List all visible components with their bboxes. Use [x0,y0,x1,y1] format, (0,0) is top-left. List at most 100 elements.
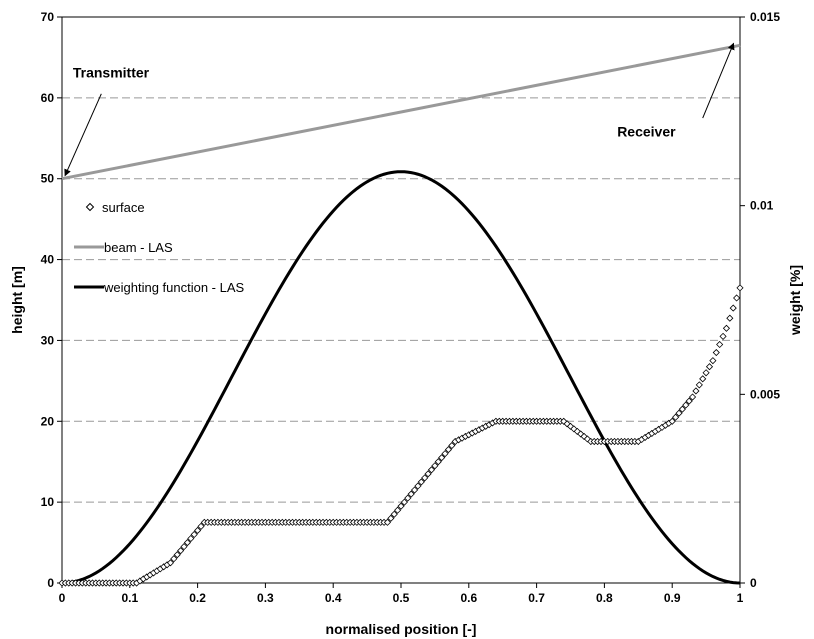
x-tick-label-0.7: 0.7 [528,591,545,605]
y-right-tick-label-0.01: 0.01 [750,199,774,213]
receiver-label: Receiver [617,124,676,140]
surface-point [699,375,707,383]
surface-point [187,534,195,543]
legend-label-beam: beam - LAS [104,240,173,255]
surface-point [448,441,456,450]
surface-point [719,332,727,340]
x-tick-label-0.5: 0.5 [393,591,410,605]
surface-point [560,417,568,425]
surface-point [716,340,724,349]
surface-point [726,314,734,322]
y-left-tick-label-20: 20 [41,414,55,428]
gridlines [62,97,740,503]
y-axis-left-title: height [m] [9,266,25,334]
surface-point [695,381,703,389]
surface-point [414,482,422,490]
surface-point [712,348,720,357]
surface-point [180,543,188,551]
surface-point [672,413,680,421]
legend-item-beam: beam - LAS [74,240,173,255]
y-left-tick-label-0: 0 [47,576,54,590]
beam-line [61,43,741,181]
x-tick-label-0.9: 0.9 [664,591,681,605]
y-right-tick-label-0.005: 0.005 [750,387,780,401]
x-tick-label-0.8: 0.8 [596,591,613,605]
surface-point [177,547,185,555]
surface-point [400,498,408,506]
surface-point [173,551,181,559]
surface-point [692,387,700,395]
surface-point [709,357,717,365]
legend-label-weighting: weighting function - LAS [103,280,245,295]
surface-point [431,462,439,470]
surface-point [563,420,571,428]
axis-ticks: 0 10 20 30 40 50 60 70 0 0.005 0.01 0.015 0 0.1 0.2 0.3… [41,10,781,605]
surface-point [573,427,581,435]
y-axis-right-title: weight [%] [787,265,803,336]
y-left-tick-label-30: 30 [41,333,55,347]
surface-point [668,417,676,425]
x-tick-label-0.2: 0.2 [189,591,206,605]
legend-item-surface: surface [85,200,145,215]
y-left-tick-label-60: 60 [41,91,55,105]
surface-point [441,450,449,458]
receiver-arrow [702,42,735,119]
surface-point [688,393,697,401]
x-tick-label-0.4: 0.4 [325,591,342,605]
surface-point [170,555,178,563]
surface-point [438,454,446,462]
x-tick-label-1: 1 [737,591,744,605]
series-weighting-function-las [61,170,741,585]
surface-point [166,559,175,567]
surface-point [577,430,585,438]
y-right-tick-label-0: 0 [750,576,757,590]
surface-point [705,363,714,371]
surface-point [678,405,686,413]
legend: surface beam - LAS weighting function - … [74,200,245,295]
x-tick-label-0.1: 0.1 [121,591,138,605]
y-right-tick-label-0.015: 0.015 [750,10,780,24]
surface-point [194,526,202,535]
surface-point [407,490,415,498]
x-axis-title: normalised position [-] [326,621,477,637]
series-beam-las [61,43,741,181]
y-left-tick-label-50: 50 [41,172,55,186]
surface-point [424,470,432,478]
legend-item-weighting: weighting function - LAS [74,280,245,295]
legend-marker-surface [85,202,95,212]
surface-point [397,502,405,510]
surface-point [682,401,690,409]
surface-point [390,510,398,518]
y-left-tick-label-70: 70 [41,10,55,24]
surface-point [685,397,693,405]
x-tick-label-0.6: 0.6 [460,591,477,605]
x-tick-label-0: 0 [59,591,66,605]
series-surface [58,284,744,587]
surface-point [410,486,419,494]
surface-point [427,466,436,474]
y-left-tick-label-40: 40 [41,253,55,267]
y-left-tick-label-10: 10 [41,495,55,509]
surface-point [675,409,683,417]
surface-point [190,530,198,539]
surface-point [404,494,412,502]
surface-point [421,474,429,482]
surface-point [417,478,425,486]
surface-point [729,304,737,312]
surface-point [394,506,402,514]
transmitter-label: Transmitter [73,65,150,81]
annotations: Transmitter Receiver [64,42,735,177]
surface-point [197,522,205,530]
surface-point [722,324,731,332]
surface-point [736,284,744,292]
surface-point [733,294,741,302]
surface-point [183,539,191,547]
weighting-curve [61,170,741,585]
surface-point [444,446,453,454]
transmitter-arrow [64,93,102,177]
surface-point [387,514,395,522]
legend-label-surface: surface [102,200,145,215]
surface-point [383,518,392,526]
x-tick-label-0.3: 0.3 [257,591,274,605]
